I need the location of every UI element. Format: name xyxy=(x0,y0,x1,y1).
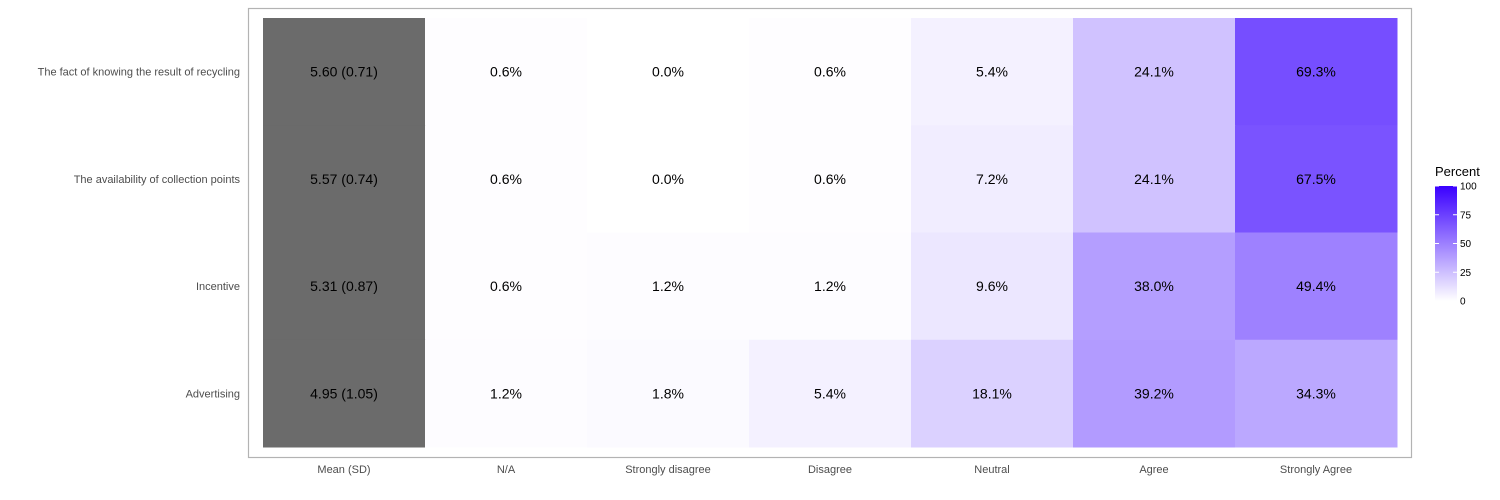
legend-tick-label: 50 xyxy=(1460,239,1472,250)
percent-cell xyxy=(911,232,1074,341)
percent-cell-label: 18.1% xyxy=(972,385,1012,401)
percent-cell-label: 69.3% xyxy=(1296,64,1336,80)
percent-cell xyxy=(911,339,1074,448)
mean-sd-label: 5.57 (0.74) xyxy=(310,171,378,187)
legend-title: Percent xyxy=(1435,164,1480,179)
percent-cell-label: 1.2% xyxy=(490,385,522,401)
percent-cell-label: 24.1% xyxy=(1134,64,1174,80)
column-label: Neutral xyxy=(974,464,1009,476)
mean-sd-label: 5.31 (0.87) xyxy=(310,278,378,294)
percent-cell xyxy=(1235,18,1398,126)
percent-cell-label: 1.8% xyxy=(652,385,684,401)
percent-cell-label: 7.2% xyxy=(976,171,1008,187)
percent-cell-label: 1.2% xyxy=(814,278,846,294)
percent-cell-label: 38.0% xyxy=(1134,278,1174,294)
legend-tick-label: 100 xyxy=(1460,182,1477,193)
percent-cell xyxy=(749,339,912,448)
percent-cell xyxy=(425,125,588,233)
percent-cell-label: 0.0% xyxy=(652,64,684,80)
percent-cell-label: 0.0% xyxy=(652,171,684,187)
percent-cell xyxy=(749,18,912,126)
percent-cell-label: 34.3% xyxy=(1296,385,1336,401)
column-label: Strongly Agree xyxy=(1280,464,1352,476)
percent-cell-label: 0.6% xyxy=(490,64,522,80)
percent-cell xyxy=(1235,125,1398,233)
percent-cell-label: 5.4% xyxy=(976,64,1008,80)
percent-cell-label: 9.6% xyxy=(976,278,1008,294)
row-label: The fact of knowing the result of recycl… xyxy=(38,67,240,79)
column-label: N/A xyxy=(497,464,516,476)
percent-cell-label: 1.2% xyxy=(652,278,684,294)
percent-cell xyxy=(1073,232,1236,341)
percent-cell xyxy=(1073,18,1236,126)
percent-cell xyxy=(425,339,588,448)
percent-cell xyxy=(749,232,912,341)
heatmap-cells: 5.60 (0.71) 0.6% 0.0% 0.6% 5.4% 24.1% 69.3% 5.5… xyxy=(263,18,1398,448)
percent-cell-label: 0.6% xyxy=(814,64,846,80)
percent-cell xyxy=(911,125,1074,233)
legend-tick-label: 25 xyxy=(1460,268,1472,279)
mean-sd-label: 5.60 (0.71) xyxy=(310,64,378,80)
column-label: Strongly disagree xyxy=(625,464,711,476)
percent-cell xyxy=(425,18,588,126)
percent-cell xyxy=(1073,125,1236,233)
legend-tick-label: 75 xyxy=(1460,210,1472,221)
panel-border xyxy=(247,7,1413,459)
percent-cell xyxy=(1235,232,1398,341)
legend: Percent 0 25 50 75 100 xyxy=(1435,164,1480,308)
mean-sd-cell xyxy=(263,339,426,448)
percent-cell xyxy=(749,125,912,233)
percent-cell xyxy=(587,18,750,126)
percent-cell-label: 0.6% xyxy=(490,278,522,294)
percent-cell-label: 0.6% xyxy=(490,171,522,187)
row-label: The availability of collection points xyxy=(74,174,241,186)
percent-cell xyxy=(587,232,750,341)
mean-sd-cell xyxy=(263,125,426,233)
legend-colorbar xyxy=(1435,186,1457,301)
percent-cell-label: 39.2% xyxy=(1134,385,1174,401)
percent-cell-label: 0.6% xyxy=(814,171,846,187)
percent-cell-label: 67.5% xyxy=(1296,171,1336,187)
percent-cell xyxy=(587,125,750,233)
percent-cell xyxy=(1073,339,1236,448)
percent-cell-label: 49.4% xyxy=(1296,278,1336,294)
mean-sd-cell xyxy=(263,232,426,341)
column-label: Agree xyxy=(1139,464,1168,476)
percent-cell xyxy=(425,232,588,341)
mean-sd-label: 4.95 (1.05) xyxy=(310,385,378,401)
percent-cell xyxy=(911,18,1074,126)
column-labels: Mean (SD) N/A Strongly disagree Disagree Neu… xyxy=(317,464,1352,476)
legend-tick-label: 0 xyxy=(1460,297,1466,308)
percent-cell-label: 24.1% xyxy=(1134,171,1174,187)
column-label: Disagree xyxy=(808,464,852,476)
percent-cell-label: 5.4% xyxy=(814,385,846,401)
row-label: Incentive xyxy=(196,281,240,293)
percent-cell xyxy=(587,339,750,448)
row-label: Advertising xyxy=(186,388,240,400)
percent-cell xyxy=(1235,339,1398,448)
column-label: Mean (SD) xyxy=(317,464,370,476)
mean-sd-cell xyxy=(263,18,426,126)
row-labels: The fact of knowing the result of recycl… xyxy=(38,67,241,401)
